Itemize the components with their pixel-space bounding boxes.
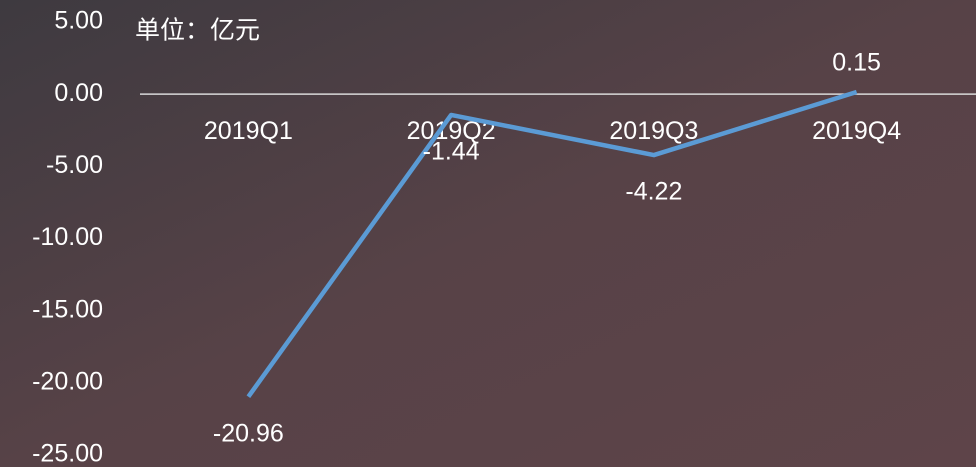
y-tick-label: -5.00 <box>46 151 103 179</box>
data-label: -4.22 <box>625 178 682 206</box>
x-tick-label: 2019Q3 <box>609 117 698 145</box>
x-tick-label: 2019Q4 <box>812 117 901 145</box>
y-tick-label: 0.00 <box>54 79 103 107</box>
data-label: -20.96 <box>213 419 284 447</box>
y-tick-label: -10.00 <box>32 223 103 251</box>
x-tick-label: 2019Q1 <box>204 117 293 145</box>
y-tick-label: -15.00 <box>32 295 103 323</box>
y-tick-label: -20.00 <box>32 367 103 395</box>
data-label: 0.15 <box>832 49 881 77</box>
y-tick-label: -25.00 <box>32 440 103 467</box>
data-line <box>246 89 858 399</box>
y-tick-label: 5.00 <box>54 7 103 35</box>
data-label: -1.44 <box>423 138 480 166</box>
unit-label: 单位：亿元 <box>135 17 260 45</box>
